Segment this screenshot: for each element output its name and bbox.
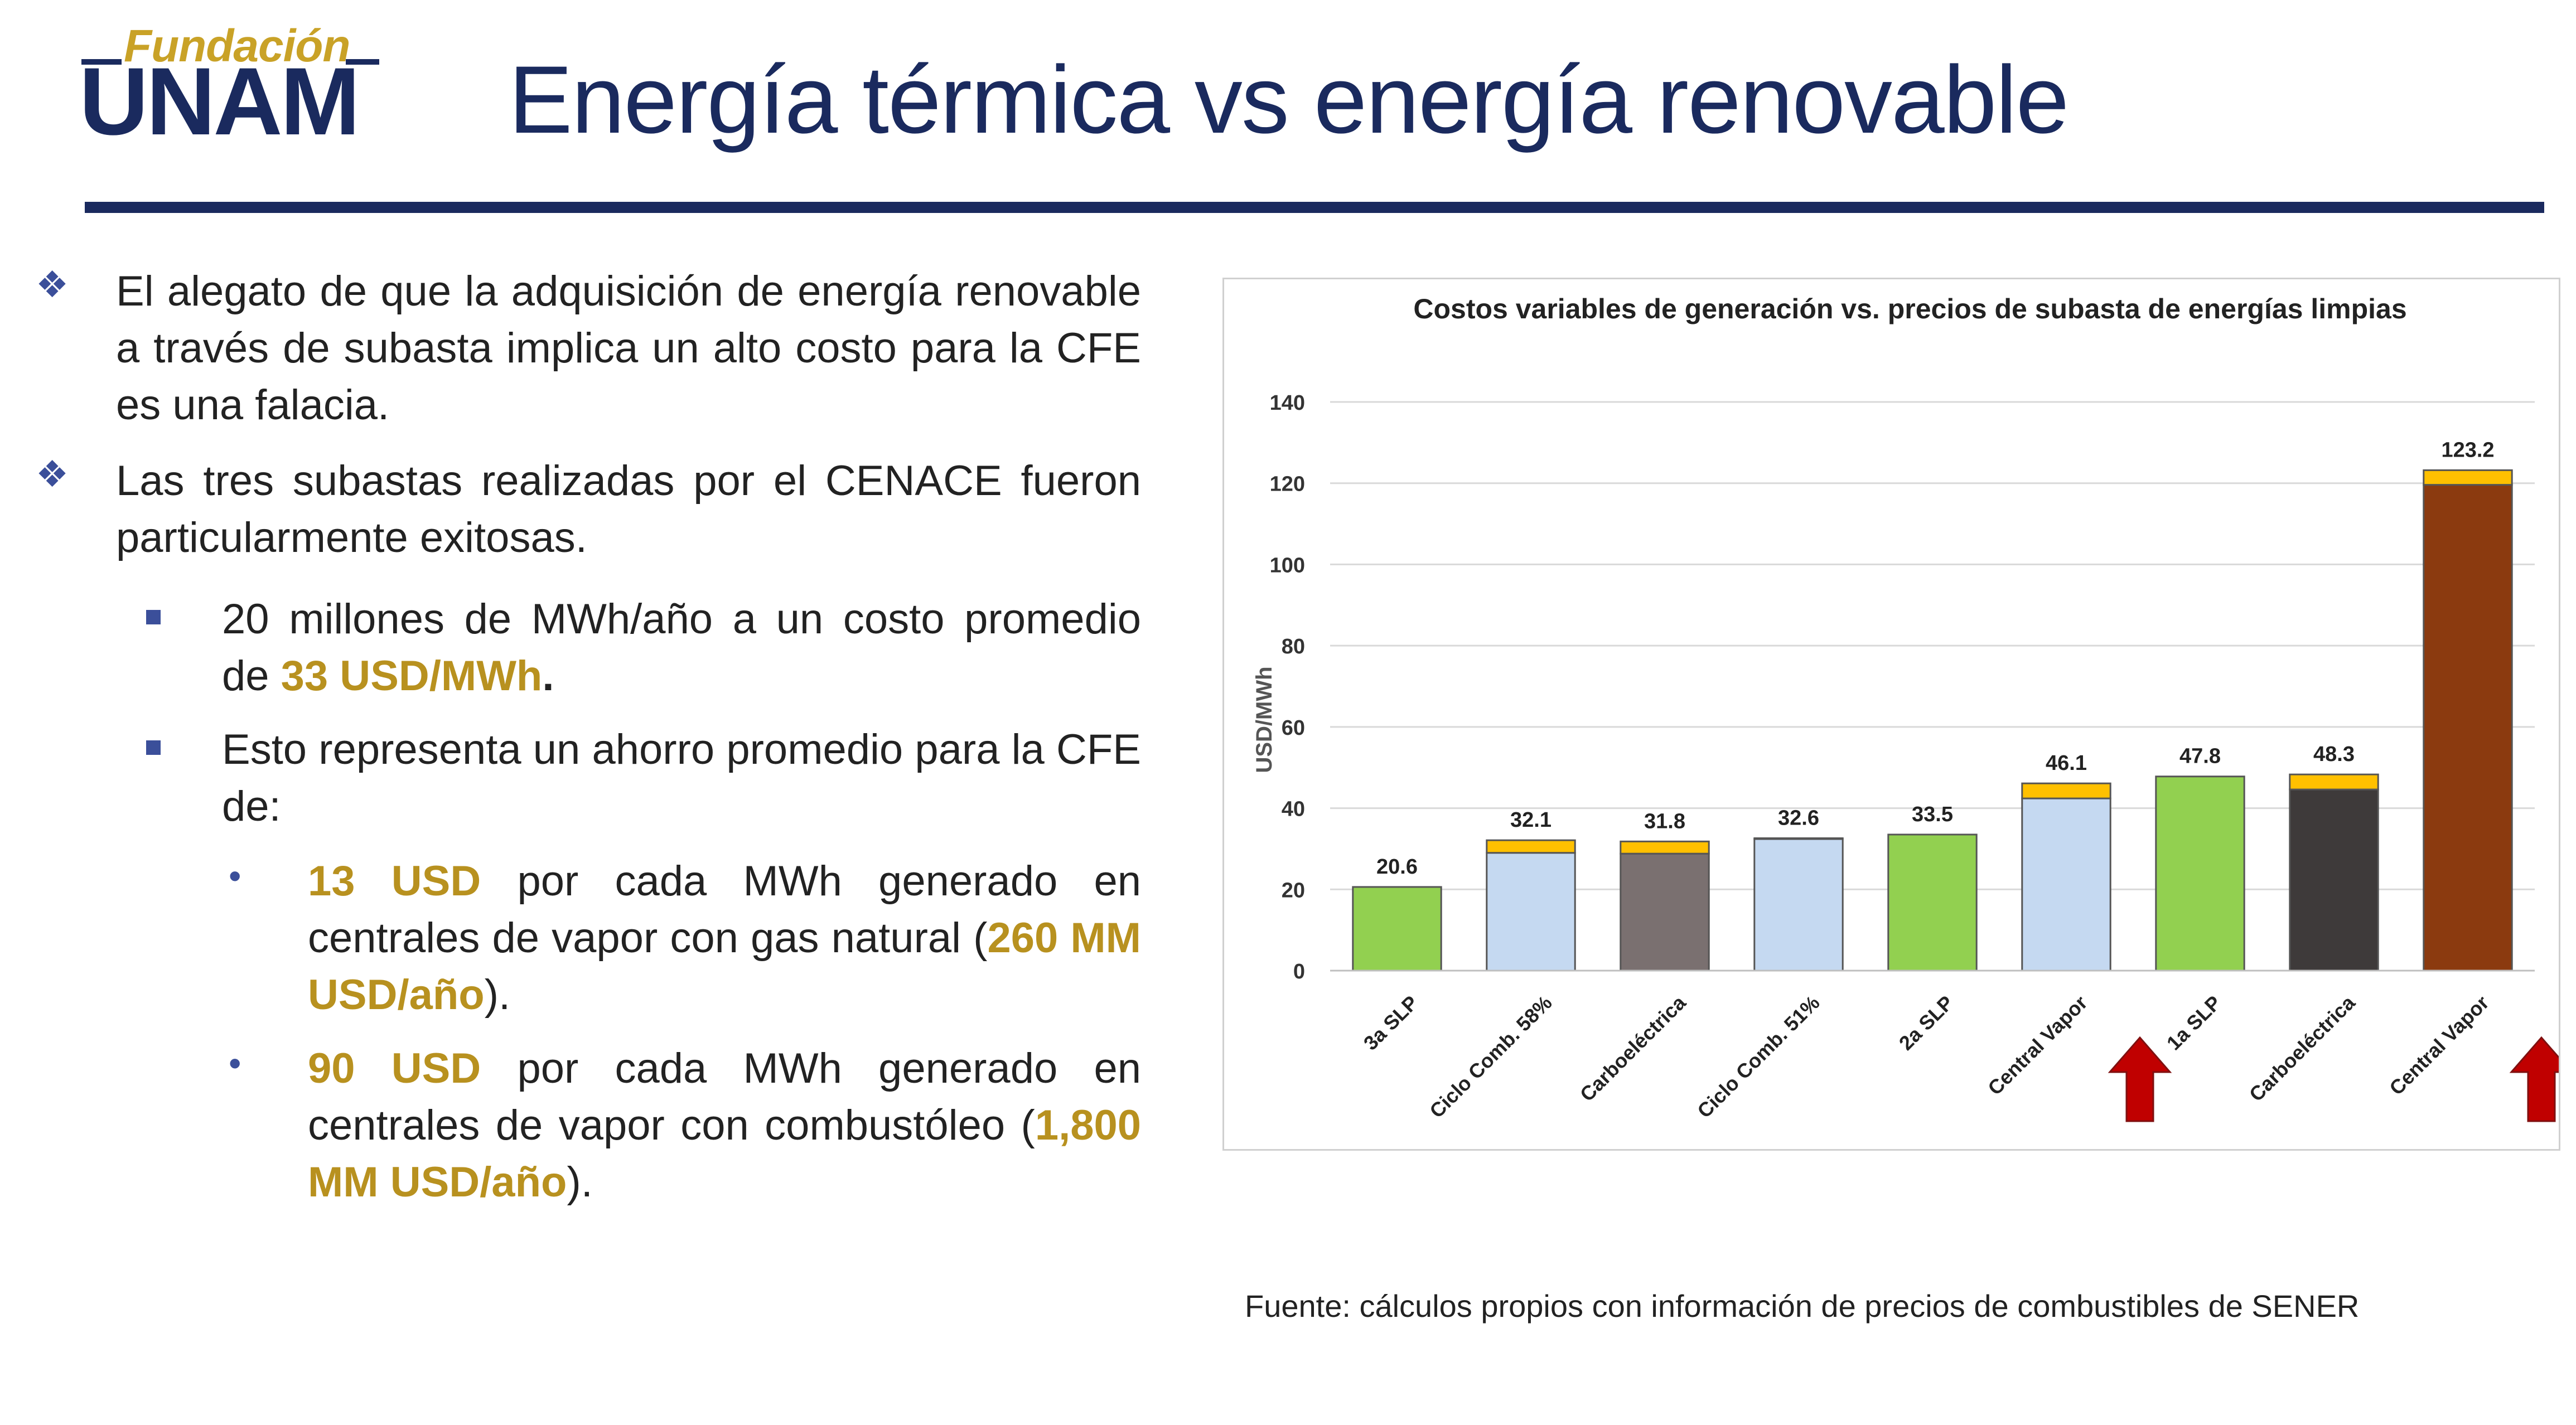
category-label: Central Vapor [1983, 991, 2092, 1100]
sub-bullet-1-end: . [542, 652, 554, 700]
bar-top-segment [2423, 469, 2513, 486]
bar-base [2155, 775, 2245, 972]
sub-bullet-2: Esto representa un ahorro promedio para … [222, 726, 1141, 830]
bar-top-segment [2021, 782, 2111, 799]
detail-bullet-2-text: por cada MWh generado en centrales de va… [308, 1045, 1141, 1149]
cost-chart: Costos variables de generación vs. preci… [1252, 293, 2559, 1123]
category-label: Ciclo Comb. 58% [1425, 991, 1557, 1123]
sub-bullet-1-text: 20 millones de MWh/año a un costo promed… [222, 595, 1141, 700]
y-tick-label: 20 [1282, 879, 1305, 902]
red-up-arrow-icon [2509, 1036, 2559, 1122]
bar-base [1620, 852, 1710, 972]
logo-top-text: Fundación [124, 21, 351, 71]
detail-bullet-2-highlight-2: 1,800 MM USD/año [308, 1102, 1141, 1206]
data-label: 48.3 [2313, 743, 2355, 766]
y-tick-label: 60 [1282, 716, 1305, 740]
detail-bullet-1-highlight: 13 USD [308, 857, 481, 905]
bar-top-segment [1486, 839, 1576, 854]
detail-bullet-1-text: por cada MWh generado en centrales de va… [308, 857, 1141, 962]
logo-bar-left [81, 59, 122, 65]
data-label: 47.8 [2179, 745, 2221, 768]
data-label: 32.6 [1778, 806, 1819, 830]
detail-bullet-1-highlight-2: 260 MM USD/año [308, 914, 1141, 1019]
data-label: 46.1 [2046, 752, 2087, 775]
sub-bullet-1-highlight: 33 USD/MWh [281, 652, 543, 700]
source-note: Fuente: cálculos propios con información… [1245, 1288, 2360, 1324]
bar-base [2021, 797, 2111, 972]
data-label: 31.8 [1644, 810, 1685, 833]
data-label: 123.2 [2441, 438, 2494, 462]
category-label: 3a SLP [1359, 991, 1423, 1055]
category-label: Carboeléctrica [1575, 991, 1691, 1106]
detail-bullet-2-highlight: 90 USD [308, 1045, 481, 1092]
diamond-bullet-icon: ❖ [36, 264, 69, 305]
y-tick-label: 40 [1282, 798, 1305, 821]
bar-base [2289, 788, 2379, 972]
chart-title: Costos variables de generación vs. preci… [1413, 293, 2406, 324]
logo-bar-right [346, 59, 379, 65]
dot-bullet-icon: • [229, 1043, 241, 1083]
bar-base [1486, 852, 1576, 972]
bullet-2: Las tres subastas realizadas por el CENA… [116, 457, 1141, 561]
y-tick-label: 140 [1270, 391, 1305, 415]
bar-base [1352, 886, 1442, 972]
bar-top-segment [1620, 840, 1710, 855]
square-bullet-icon [146, 740, 161, 755]
y-tick-label: 0 [1293, 960, 1305, 983]
sub-bullet-1: 20 millones de MWh/año a un costo promed… [222, 591, 1141, 705]
detail-bullet-1: 13 USD por cada MWh generado en centrale… [308, 853, 1141, 1024]
detail-bullet-2: 90 USD por cada MWh generado en centrale… [308, 1040, 1141, 1211]
y-tick-label: 120 [1270, 473, 1305, 496]
bullet-1: El alegato de que la adquisición de ener… [116, 268, 1141, 429]
data-label: 32.1 [1510, 808, 1552, 832]
diamond-bullet-icon: ❖ [36, 453, 69, 495]
detail-bullet-2-end: ). [567, 1159, 593, 1206]
bar-base [1753, 838, 1844, 972]
bar-top-segment [2289, 773, 2379, 791]
chart-panel: Costos variables de generación vs. preci… [1222, 278, 2560, 1151]
data-label: 20.6 [1376, 855, 1418, 879]
data-label: 33.5 [1912, 803, 1953, 826]
square-bullet-icon [146, 610, 161, 624]
category-label: 1a SLP [2162, 991, 2226, 1055]
category-label: Central Vapor [2385, 991, 2493, 1100]
category-label: Ciclo Comb. 51% [1693, 991, 1824, 1123]
y-tick-label: 80 [1282, 635, 1305, 658]
bar-base [2423, 484, 2513, 972]
logo-main-text: UNAM [79, 48, 360, 155]
dot-bullet-icon: • [229, 856, 241, 896]
detail-bullet-1-end: ). [484, 971, 511, 1019]
bar-base [1887, 833, 1978, 972]
y-axis-label: USD/MWh [1252, 666, 1277, 773]
slide-title: Energía térmica vs energía renovable [509, 46, 2069, 153]
fundacion-unam-logo: Fundación UNAM [79, 20, 392, 154]
y-tick-label: 100 [1270, 554, 1305, 577]
category-label: 2a SLP [1894, 991, 1958, 1055]
title-divider [85, 202, 2544, 213]
category-label: Carboeléctrica [2245, 991, 2360, 1106]
red-up-arrow-icon [2108, 1036, 2172, 1122]
